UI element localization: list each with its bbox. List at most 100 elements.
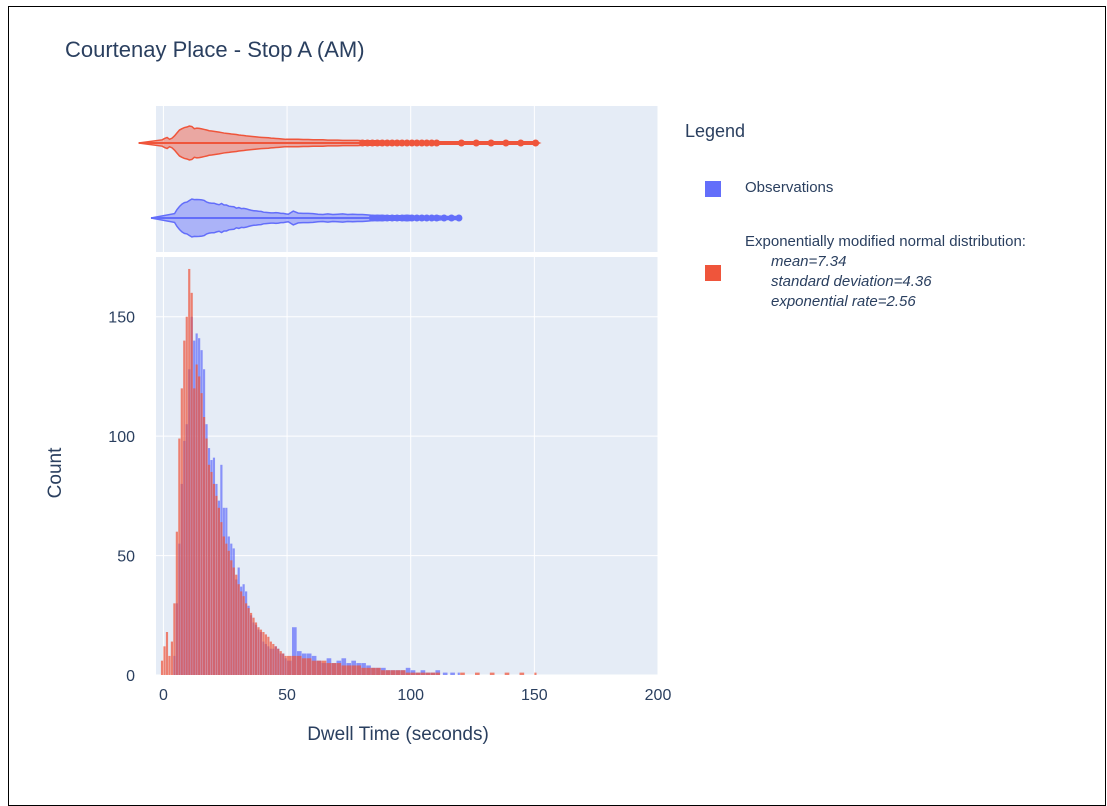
observations-swatch	[705, 181, 721, 197]
histogram-bar	[235, 574, 238, 675]
histogram-bar	[215, 495, 218, 675]
violin-outlier-point	[373, 214, 381, 222]
histogram-bar	[170, 641, 174, 675]
violin-outlier-point	[388, 139, 396, 147]
histogram-bar	[425, 672, 431, 675]
violin-outlier-point	[532, 139, 540, 147]
histogram-bar	[390, 670, 396, 675]
histogram-bar	[376, 667, 381, 675]
histogram-bar	[230, 560, 233, 675]
histogram-bar	[326, 663, 332, 675]
histogram-bar	[346, 665, 352, 675]
violin-outlier-point	[368, 214, 376, 222]
histogram-bar	[198, 376, 201, 675]
legend-param-std: standard deviation=4.36	[771, 273, 932, 290]
violin-outlier-point	[398, 214, 406, 222]
violin-outlier-point	[418, 214, 426, 222]
x-axis-ticks: 0 50 100 150 200	[159, 687, 671, 704]
violin-outlier-point	[358, 139, 366, 147]
histogram-bar	[284, 655, 287, 675]
histogram-bar	[237, 584, 240, 675]
histogram-bar	[165, 632, 169, 675]
histogram-bar	[190, 292, 193, 675]
y-tick-label: 50	[117, 549, 135, 566]
x-tick-label: 200	[645, 687, 672, 704]
violin-outlier-point	[517, 139, 525, 147]
histogram-bar	[311, 660, 317, 675]
histogram-bar	[202, 417, 206, 675]
histogram-bar	[185, 316, 188, 675]
histogram-bar	[242, 596, 245, 675]
violin-outlier-point	[428, 139, 436, 147]
violin-outlier-point	[440, 214, 448, 222]
histogram-bar	[279, 651, 282, 675]
histogram-bar	[316, 660, 322, 675]
violin-outlier-point	[403, 214, 411, 222]
histogram-bar	[292, 627, 297, 675]
histogram-bar	[173, 603, 176, 675]
histogram-bar	[351, 665, 357, 675]
histogram-bar	[193, 388, 196, 675]
histogram-bar	[381, 670, 386, 675]
histogram-bar	[205, 438, 208, 675]
histogram-bar	[264, 634, 267, 675]
violin-outlier-point	[393, 214, 401, 222]
histogram-bar	[489, 672, 495, 675]
histogram-gridlines	[156, 257, 659, 676]
histogram-bar	[405, 672, 411, 675]
y-axis-title: Count	[45, 447, 66, 498]
histogram-bar	[163, 646, 166, 675]
chart-title: Courtenay Place - Stop A (AM)	[65, 37, 365, 62]
histogram-bar	[410, 672, 416, 675]
x-tick-label: 50	[278, 687, 296, 704]
y-axis-ticks: 0 50 100 150	[108, 310, 135, 685]
histogram-bar	[331, 663, 337, 675]
histogram-bar	[178, 438, 181, 675]
histogram-bar	[195, 364, 198, 675]
histogram-bar	[534, 672, 537, 675]
legend-title: Legend	[685, 121, 746, 141]
histogram-bar	[180, 388, 183, 675]
histogram-bar	[400, 670, 406, 675]
histogram-bar	[292, 655, 297, 675]
chart-frame: Courtenay Place - Stop A (AM) 0 50 100 150 2…	[8, 6, 1106, 806]
histogram-bar	[430, 672, 436, 675]
histogram-bar	[405, 667, 411, 675]
histogram-bar	[168, 655, 171, 675]
legend-param-rate: exponential rate=2.56	[771, 293, 916, 310]
histogram-bar	[267, 636, 270, 675]
violin-outlier-point	[423, 214, 431, 222]
histogram-bar	[475, 672, 480, 675]
histogram-bar	[371, 667, 376, 675]
histogram-bar	[217, 507, 220, 675]
violin-outlier-point	[433, 139, 441, 147]
violin-outlier-point	[423, 139, 431, 147]
histogram-bar	[457, 672, 460, 675]
x-tick-label: 100	[397, 687, 424, 704]
histogram-bar	[321, 660, 327, 675]
violin-outlier-point	[378, 214, 386, 222]
histogram-bar	[420, 672, 426, 675]
violin-outlier-point	[408, 214, 416, 222]
histogram-bar	[160, 660, 164, 675]
violin-outlier-point	[383, 139, 391, 147]
violin-outlier-point	[418, 139, 426, 147]
histogram-bar	[435, 672, 441, 675]
violin-outlier-point	[413, 214, 421, 222]
histogram-bar	[247, 608, 250, 675]
histogram-bar	[225, 543, 228, 675]
histogram-bar	[188, 268, 191, 675]
violin-outlier-point	[428, 214, 436, 222]
violin-outlier-point	[393, 139, 401, 147]
violin-outlier-point	[433, 214, 441, 222]
histogram-bar	[245, 603, 248, 675]
histogram-bar	[287, 655, 292, 675]
histogram-bar	[212, 483, 216, 675]
histogram-bar	[415, 672, 421, 675]
histogram-bar	[277, 648, 280, 675]
histogram-bar	[336, 663, 342, 675]
histogram-bar	[356, 665, 361, 675]
histogram-bar	[450, 672, 455, 675]
histogram-bar	[259, 629, 263, 675]
histogram-bar	[366, 667, 371, 675]
